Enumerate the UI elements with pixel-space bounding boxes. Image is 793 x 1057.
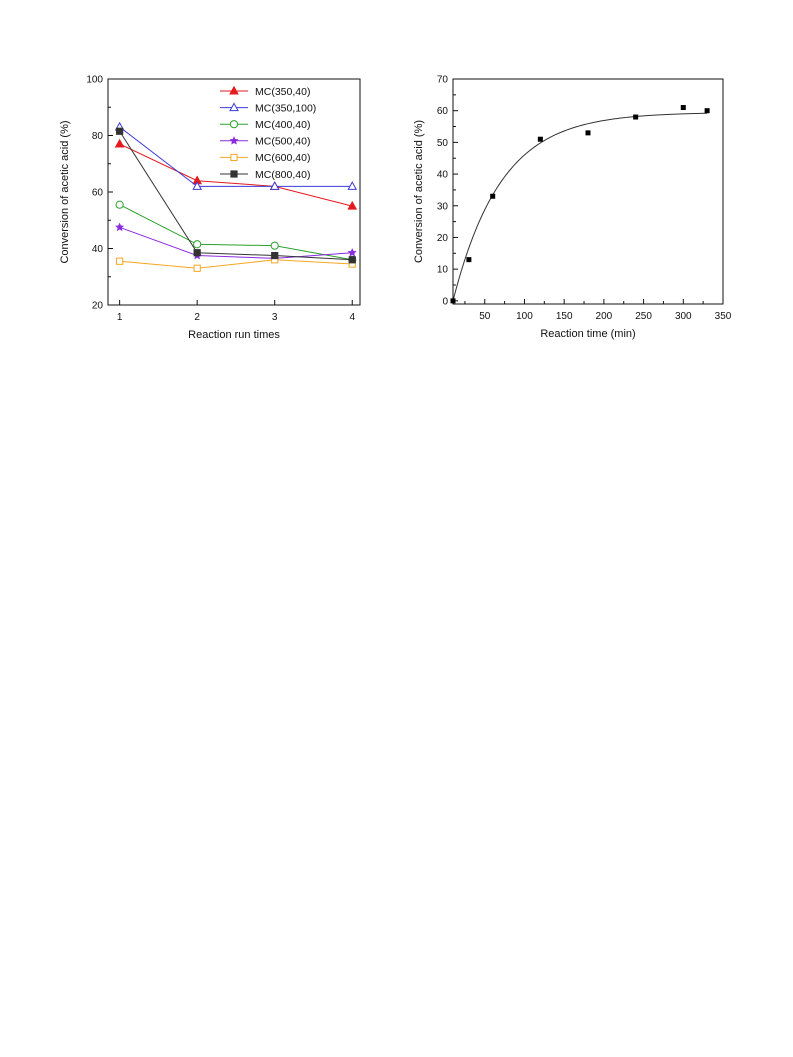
legend-marker [229, 120, 239, 129]
fit-curve [452, 112, 708, 301]
x-tick-label: 100 [516, 311, 533, 322]
legend-label: MC(400,40) [255, 119, 310, 131]
legend-marker [230, 170, 238, 178]
chart-reaction-time: 0 10 20 30 40 50 60 70 50 100 150 200 250 300 350 React… [413, 75, 732, 341]
x-tick-label: 150 [556, 311, 573, 322]
legend-marker [229, 85, 239, 95]
y-tick-label: 20 [437, 233, 449, 244]
legend-label: MC(600,40) [255, 152, 310, 164]
data-point [537, 136, 543, 142]
legend: MC(350,40) MC(350,100) MC(400,40) MC(500,40… [220, 85, 316, 181]
data-point [490, 193, 496, 199]
data-point [114, 138, 125, 148]
y-tick-label: 10 [437, 265, 449, 276]
data-point [347, 200, 358, 210]
series-line [119, 143, 353, 207]
x-tick-label: 3 [272, 312, 278, 323]
series-line [119, 130, 353, 261]
data-point [193, 240, 202, 249]
legend-marker [230, 153, 238, 162]
data-point [269, 181, 280, 190]
y-tick-label: 100 [86, 75, 103, 86]
data-point [348, 256, 356, 264]
data-point [116, 127, 124, 135]
data-point [347, 181, 358, 190]
y-tick-label: 20 [92, 301, 104, 312]
y-axis-label: Conversion of acetic acid (%) [413, 120, 425, 263]
data-point [271, 251, 279, 260]
x-tick-label: 2 [194, 312, 200, 323]
data-point [450, 298, 456, 304]
x-axis-label: Reaction run times [188, 329, 280, 341]
series-3 [115, 222, 357, 263]
x-tick-label: 350 [715, 311, 732, 322]
y-tick-label: 60 [92, 188, 104, 199]
plot-frame [452, 78, 724, 305]
data-point [115, 222, 125, 232]
legend-label: MC(800,40) [255, 169, 310, 181]
series-line [119, 126, 353, 187]
data-point [193, 249, 201, 257]
series-line [119, 204, 353, 261]
legend-label: MC(500,40) [255, 136, 310, 148]
x-tick-label: 1 [117, 312, 123, 323]
data-point [115, 200, 124, 209]
y-tick-label: 40 [92, 244, 104, 255]
data-point [116, 257, 124, 265]
data-point [680, 105, 686, 111]
legend-label: MC(350,100) [255, 102, 316, 114]
x-tick-label: 4 [349, 312, 355, 323]
data-point [270, 241, 279, 250]
data-point [192, 181, 203, 190]
y-tick-label: 60 [437, 106, 449, 117]
x-tick-label: 50 [479, 311, 491, 322]
x-axis-label: Reaction time (min) [540, 328, 635, 340]
plot-frame [107, 78, 361, 306]
data-point [585, 130, 591, 136]
legend-marker [229, 135, 239, 145]
series-5 [116, 127, 356, 264]
y-tick-label: 30 [437, 201, 449, 212]
y-tick-label: 40 [437, 170, 449, 181]
y-tick-label: 80 [92, 131, 104, 142]
series-line [119, 226, 353, 259]
series-4 [116, 256, 356, 272]
y-tick-label: 50 [437, 138, 449, 149]
data-point [704, 108, 710, 114]
data-point [633, 114, 639, 120]
y-tick-label: 0 [442, 296, 448, 307]
series-line [119, 259, 353, 269]
data-point [193, 264, 201, 272]
data-point [466, 257, 472, 263]
x-tick-label: 300 [675, 311, 692, 322]
x-tick-label: 200 [596, 311, 613, 322]
chart-reaction-run-times: 20 40 60 80 100 1 2 3 4 Reaction run times Convers… [59, 75, 361, 341]
y-axis-label: Conversion of acetic acid (%) [59, 120, 71, 263]
y-tick-label: 70 [437, 75, 449, 86]
x-tick-label: 250 [635, 311, 652, 322]
data-point [347, 247, 357, 257]
legend-marker [229, 102, 239, 112]
legend-label: MC(350,40) [255, 86, 310, 98]
